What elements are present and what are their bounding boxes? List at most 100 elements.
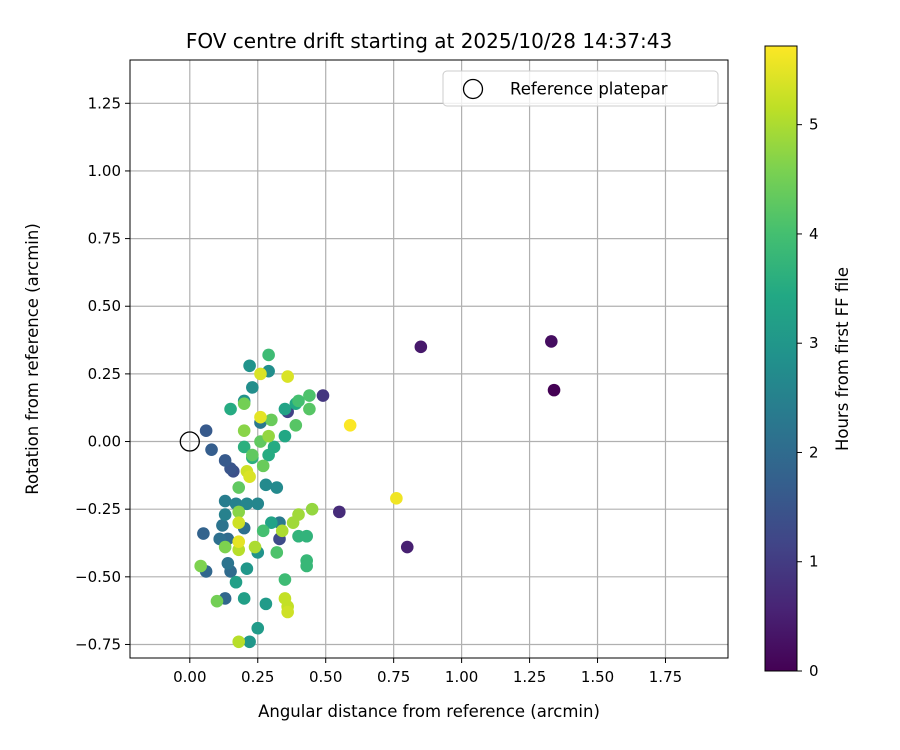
data-point [262,348,275,362]
reference-point-marker [179,431,200,452]
data-point [300,529,313,543]
y-axis-ticks: −0.75 −0.50 −0.25 0.00 0.25 0.50 0.75 1.00 1.25 [75,94,130,653]
data-point [262,429,275,443]
x-tick-label: 1.50 [581,668,614,686]
data-point [248,540,262,554]
y-tick-label: −0.75 [75,635,121,653]
data-point [303,389,316,402]
data-point [240,497,254,511]
data-point [237,424,251,438]
colorbar-ticks: 0 1 2 3 4 5 [797,116,819,680]
data-point [210,594,224,608]
data-point [343,418,357,432]
data-point [246,448,259,462]
data-point [232,505,246,519]
colorbar-tick-label: 2 [809,443,819,461]
data-point [256,524,270,538]
plot-frame [129,59,729,659]
data-point [281,605,294,619]
data-point [286,516,300,530]
legend: Reference platepar [442,70,719,107]
data-point [278,402,292,416]
colorbar-label: Hours from first FF file [833,267,852,451]
data-point [232,535,246,548]
data-point [262,448,275,462]
x-tick-label: 0.00 [173,668,206,686]
reference-point-group [179,431,200,452]
colorbar [765,46,797,671]
data-point [237,440,251,454]
data-point [218,454,232,467]
data-point [270,546,284,559]
data-point [246,381,259,394]
data-point [197,527,210,540]
colorbar-tick-label: 4 [809,225,819,243]
data-point [545,335,558,348]
data-point [218,494,232,508]
data-point [300,559,313,573]
data-point [414,340,428,354]
data-point [547,383,561,397]
data-point [218,508,232,521]
data-point [237,397,251,410]
data-point [400,540,414,554]
data-point [194,559,207,573]
y-tick-label: 0.75 [88,230,121,248]
x-tick-label: 0.50 [309,668,342,686]
y-axis-label: Rotation from reference (arcmin) [23,223,42,495]
data-point [278,573,292,586]
data-point [390,492,403,505]
data-point [237,592,251,605]
grid [130,60,728,658]
data-point [281,370,294,383]
data-point [251,621,265,635]
data-point [251,497,265,511]
y-tick-label: 0.00 [88,433,121,451]
y-tick-label: −0.25 [75,500,121,518]
data-point [232,481,246,494]
data-point [259,478,273,492]
colorbar-tick-label: 5 [809,116,819,134]
x-axis-label: Angular distance from reference (arcmin) [258,702,600,721]
y-tick-label: 0.25 [88,365,121,383]
data-point [232,516,246,530]
data-point [254,367,267,381]
legend-entry-reference: Reference platepar [510,80,668,99]
x-tick-label: 0.75 [377,668,410,686]
plot-area [130,60,728,658]
y-tick-label: 0.50 [88,297,121,315]
colorbar-tick-label: 1 [809,553,819,571]
data-point [265,516,278,530]
data-point [218,540,232,554]
data-point [221,556,235,570]
x-axis-ticks: 0.00 0.25 0.50 0.75 1.00 1.25 1.50 1.75 [173,658,682,686]
data-point [316,389,330,402]
data-point [205,443,218,456]
colorbar-frame [764,45,798,672]
data-point [243,359,256,373]
data-point [232,635,246,649]
colorbar-tick-label: 3 [809,334,819,352]
y-tick-label: 1.25 [88,94,121,112]
data-point [278,429,292,443]
data-point [224,402,237,416]
data-point [254,410,267,424]
scatter-points [194,335,561,649]
data-point [292,394,305,408]
data-point [199,424,213,438]
data-point [303,402,316,416]
data-point [243,635,256,649]
y-tick-label: 1.00 [88,162,121,180]
colorbar-tick-label: 0 [809,662,819,680]
legend-marker-icon [462,78,484,100]
data-point [229,575,243,589]
x-tick-label: 1.00 [445,668,478,686]
data-point [240,562,254,576]
y-tick-label: −0.50 [75,568,121,586]
data-point [270,481,284,494]
data-point [243,470,256,484]
x-tick-label: 1.75 [649,668,682,686]
chart-title: FOV centre drift starting at 2025/10/28 … [186,29,672,53]
data-point [256,459,270,473]
